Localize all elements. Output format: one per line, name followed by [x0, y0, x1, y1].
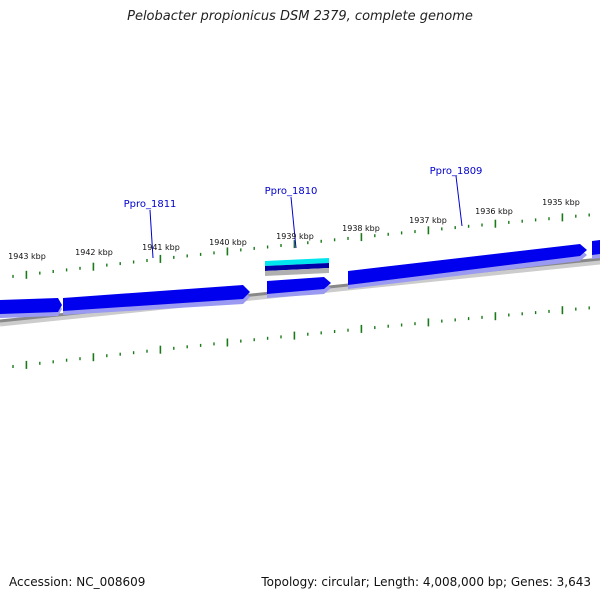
gene-arrow-ppro-1810[interactable]: [267, 277, 331, 294]
gene-label-ppro-1809[interactable]: Ppro_1809: [430, 166, 483, 177]
kbp-tick-label: 1935 kbp: [542, 198, 580, 207]
kbp-tick-label: 1943 kbp: [8, 252, 46, 261]
kbp-tick-label: 1941 kbp: [142, 243, 180, 252]
kbp-tick-label: 1940 kbp: [209, 238, 247, 247]
highlighted-feature-shadow: [265, 268, 329, 276]
gene-track: [0, 240, 600, 318]
gene-arrow-ppro-1809[interactable]: [348, 244, 587, 285]
gene-label-ppro-1811[interactable]: Ppro_1811: [124, 199, 177, 210]
kbp-tick-label: 1942 kbp: [75, 248, 113, 257]
gene-arrow[interactable]: [0, 298, 62, 314]
accession-text: Accession: NC_008609: [9, 575, 146, 589]
genome-summary-text: Topology: circular; Length: 4,008,000 bp…: [261, 575, 591, 589]
gene-arrow-ppro-1811[interactable]: [63, 285, 250, 311]
kbp-tick-label: 1937 kbp: [409, 216, 447, 225]
highlighted-feature[interactable]: [265, 258, 329, 266]
gene-label-ppro-1810[interactable]: Ppro_1810: [265, 186, 318, 197]
outer-tick-ring: [12, 213, 590, 279]
kbp-tick-label: 1939 kbp: [276, 232, 314, 241]
kbp-tick-label: 1938 kbp: [342, 224, 380, 233]
gene-label-leader: [455, 175, 463, 227]
gene-arrow[interactable]: [592, 240, 600, 255]
kbp-tick-label: 1936 kbp: [475, 207, 513, 216]
inner-tick-ring: [12, 306, 590, 369]
highlighted-feature-band: [265, 263, 329, 271]
genome-title: Pelobacter propionicus DSM 2379, complet…: [127, 9, 473, 24]
gene-label-leader: [290, 196, 297, 249]
gene-label-leader: [149, 209, 154, 259]
